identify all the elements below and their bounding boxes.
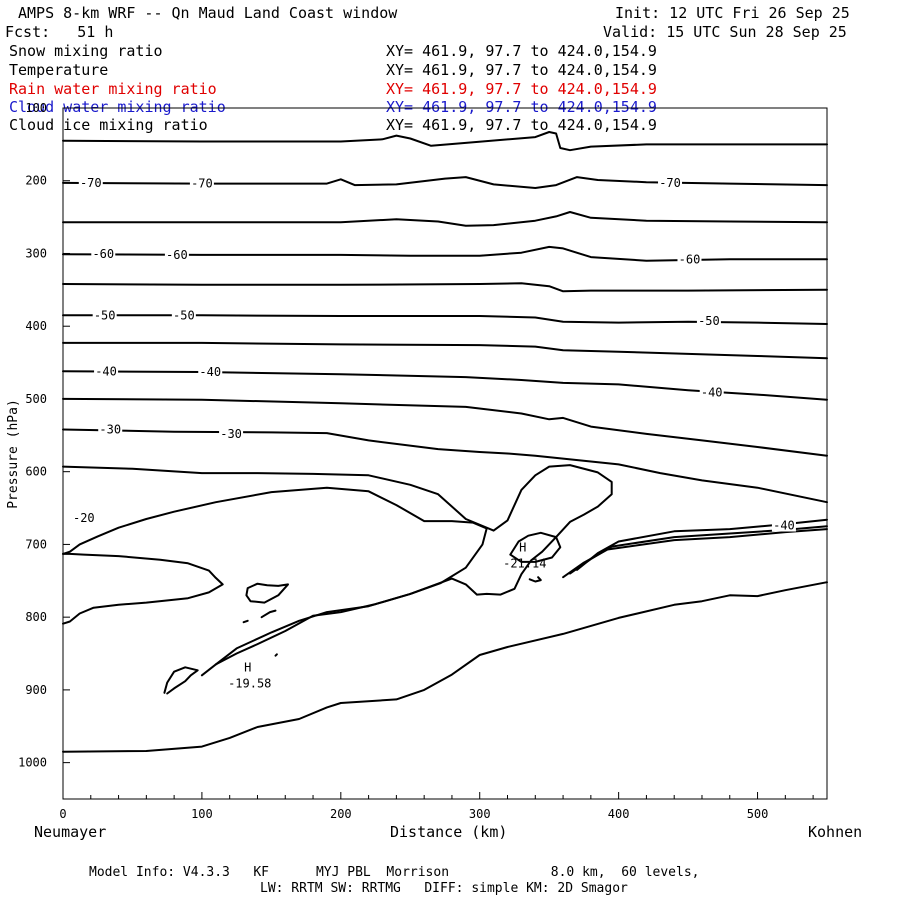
contour-label-bg [189,176,214,190]
contour-line-6 [62,341,828,360]
y-tick-label-300: 300 [25,246,47,260]
contour-label-13: -30 [99,422,121,436]
chart-title: AMPS 8-km WRF -- Qn Maud Land Coast wind… [18,4,398,22]
contour-label-bg [771,518,796,532]
contour-label-6: -50 [94,308,116,322]
x-tick-label-400: 400 [608,807,630,821]
legend-xy-temperature: XY= 461.9, 97.7 to 424.0,154.9 [386,61,657,79]
contour-lines [62,131,828,753]
contour-line-21 [242,619,249,624]
x-tick-label-0: 0 [59,807,66,821]
y-tick-label-1000: 1000 [18,756,47,770]
contour-label-bg [696,314,721,328]
contour-line-3 [62,245,828,262]
contour-label-7: -50 [173,308,195,322]
contour-label-bg [198,365,223,379]
contour-label-14: -30 [220,427,242,441]
contour-label-bg [164,247,189,261]
extremum-value-1: -19.58 [228,677,271,691]
contour-label-10: -40 [199,365,221,379]
left-end-label: Neumayer [34,823,107,841]
contour-line-20 [163,666,199,695]
legend-label-cloud-water: Cloud water mixing ratio [9,98,226,116]
contour-label-11: -40 [701,385,723,399]
contour-line-12 [62,486,488,666]
contour-label-3: -60 [92,247,114,261]
extremum-marker-0: H [519,541,526,555]
contour-line-22 [260,609,277,619]
contour-line-4 [62,282,828,293]
valid-time: Valid: 15 UTC Sun 28 Sep 25 [603,23,847,41]
contour-label-0: -70 [80,176,102,190]
contour-label-bg [98,422,123,436]
contour-line-0 [62,131,828,152]
extremum-marker-1: H [244,661,251,675]
contour-line-17 [509,531,562,563]
y-tick-label-100: 100 [25,101,47,115]
contour-line-18 [528,576,542,583]
forecast-hour: Fcst: 51 h [5,23,114,41]
contour-line-11 [62,552,224,625]
y-axis-label: Pressure (hPa) [6,399,21,509]
y-tick-label-200: 200 [25,174,47,188]
contour-label-bg [699,385,724,399]
init-time: Init: 12 UTC Fri 26 Sep 25 [615,4,850,22]
legend-label-cloud-ice: Cloud ice mixing ratio [9,116,208,134]
contour-label-5: -60 [679,252,701,266]
legend-xy-cloud-ice: XY= 461.9, 97.7 to 424.0,154.9 [386,116,657,134]
physics-info-line: LW: RRTM SW: RRTMG DIFF: simple KM: 2D S… [260,881,628,896]
contour-label-9: -40 [95,364,117,378]
contour-label-bg [677,252,702,266]
x-tick-label-100: 100 [191,807,213,821]
contour-label-bg [219,426,244,440]
legend-label-temperature: Temperature [9,61,109,79]
legend-label-rain: Rain water mixing ratio [9,80,217,98]
y-tick-label-600: 600 [25,465,47,479]
contour-label-1: -70 [191,177,213,191]
contour-line-9 [62,428,828,504]
y-tick-label-800: 800 [25,610,47,624]
contour-line-15 [562,528,828,579]
x-tick-label-500: 500 [747,807,769,821]
y-tick-label-700: 700 [25,537,47,551]
contour-label-15: -20 [73,511,95,525]
legend-xy-rain: XY= 461.9, 97.7 to 424.0,154.9 [386,80,657,98]
contour-label-8: -50 [698,314,720,328]
contour-label-bg [92,308,117,322]
contour-line-16 [62,581,828,753]
contour-line-8 [62,397,828,457]
contour-line-19 [245,582,289,604]
model-info-line: Model Info: V4.3.3 KF MYJ PBL Morrison 8… [89,865,700,880]
contour-label-bg [171,308,196,322]
contour-label-12: -40 [773,519,795,533]
contour-label-4: -60 [166,248,188,262]
legend-xy-snow: XY= 461.9, 97.7 to 424.0,154.9 [386,42,657,60]
x-axis-label: Distance (km) [390,823,508,841]
contour-label-2: -70 [659,176,681,190]
contour-label-bg [91,247,116,261]
axis-ticks: 0 100 200 300 400 500 100 200 300 400 500 600 700 800… [18,101,814,821]
right-end-label: Kohnen [808,823,863,841]
extremum-value-0: -21.14 [503,557,546,571]
contour-label-bg [658,175,683,189]
plot-frame [62,107,828,800]
x-tick-label-300: 300 [469,807,491,821]
x-tick-label-200: 200 [330,807,352,821]
legend-label-snow: Snow mixing ratio [9,42,163,60]
contour-label-bg [71,511,96,525]
contour-label-bg [94,364,119,378]
contour-line-23 [274,653,278,657]
y-tick-label-900: 900 [25,683,47,697]
legend-xy-cloud-water: XY= 461.9, 97.7 to 424.0,154.9 [386,98,657,116]
y-tick-label-400: 400 [25,319,47,333]
y-tick-label-500: 500 [25,392,47,406]
contour-line-2 [62,211,828,227]
contour-line-5 [62,314,828,325]
contour-label-bg [78,175,103,189]
contour-line-1 [62,176,828,189]
contour-labels: -70 -70 -70 -60 -60 -60 -50 -50 -50 -40 -40 -40 -40 -… [71,175,796,691]
